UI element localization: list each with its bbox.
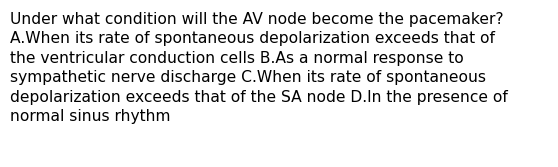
Text: Under what condition will the AV node become the pacemaker?
A.When its rate of s: Under what condition will the AV node be… bbox=[10, 12, 508, 124]
